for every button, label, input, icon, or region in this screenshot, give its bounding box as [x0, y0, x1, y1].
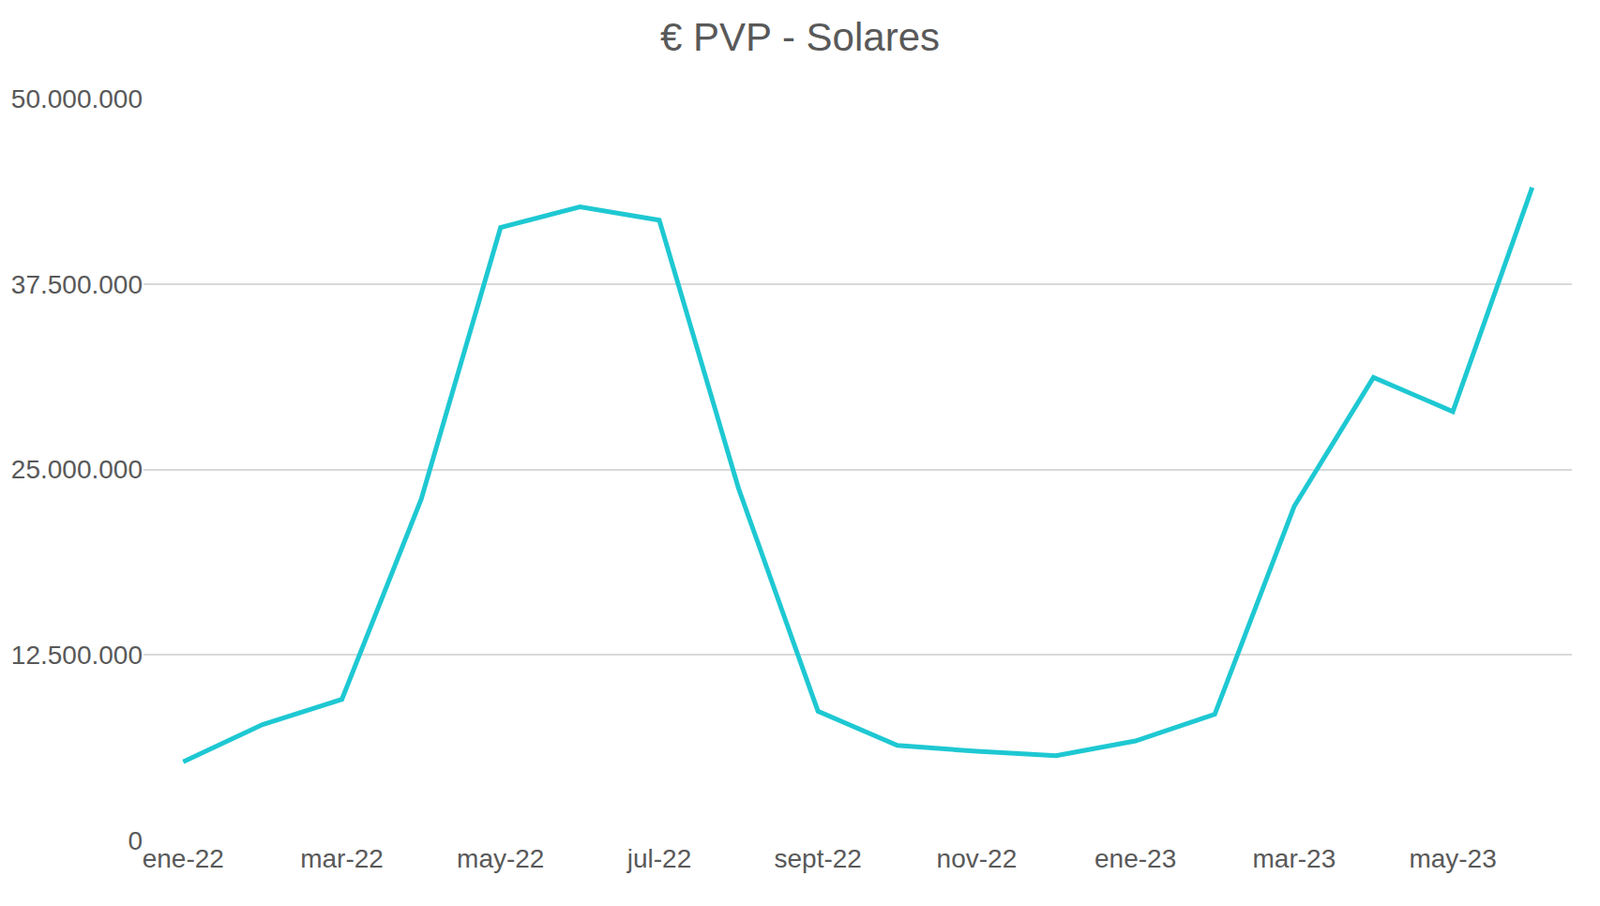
- svg-text:12.500.000: 12.500.000: [11, 640, 143, 670]
- svg-text:50.000.000: 50.000.000: [11, 84, 143, 114]
- svg-text:may-22: may-22: [456, 844, 544, 874]
- svg-text:mar-23: mar-23: [1252, 844, 1337, 874]
- svg-text:0: 0: [127, 826, 143, 856]
- svg-text:nov-22: nov-22: [936, 844, 1018, 874]
- svg-text:25.000.000: 25.000.000: [11, 454, 143, 484]
- svg-text:37.500.000: 37.500.000: [11, 270, 143, 300]
- svg-text:mar-22: mar-22: [300, 844, 384, 874]
- svg-text:€ PVP - Solares: € PVP - Solares: [660, 15, 940, 60]
- svg-text:ene-23: ene-23: [1094, 844, 1177, 874]
- svg-text:jul-22: jul-22: [626, 844, 692, 874]
- svg-text:sept-22: sept-22: [773, 844, 861, 874]
- svg-text:may-23: may-23: [1408, 844, 1496, 874]
- svg-text:ene-22: ene-22: [142, 844, 225, 874]
